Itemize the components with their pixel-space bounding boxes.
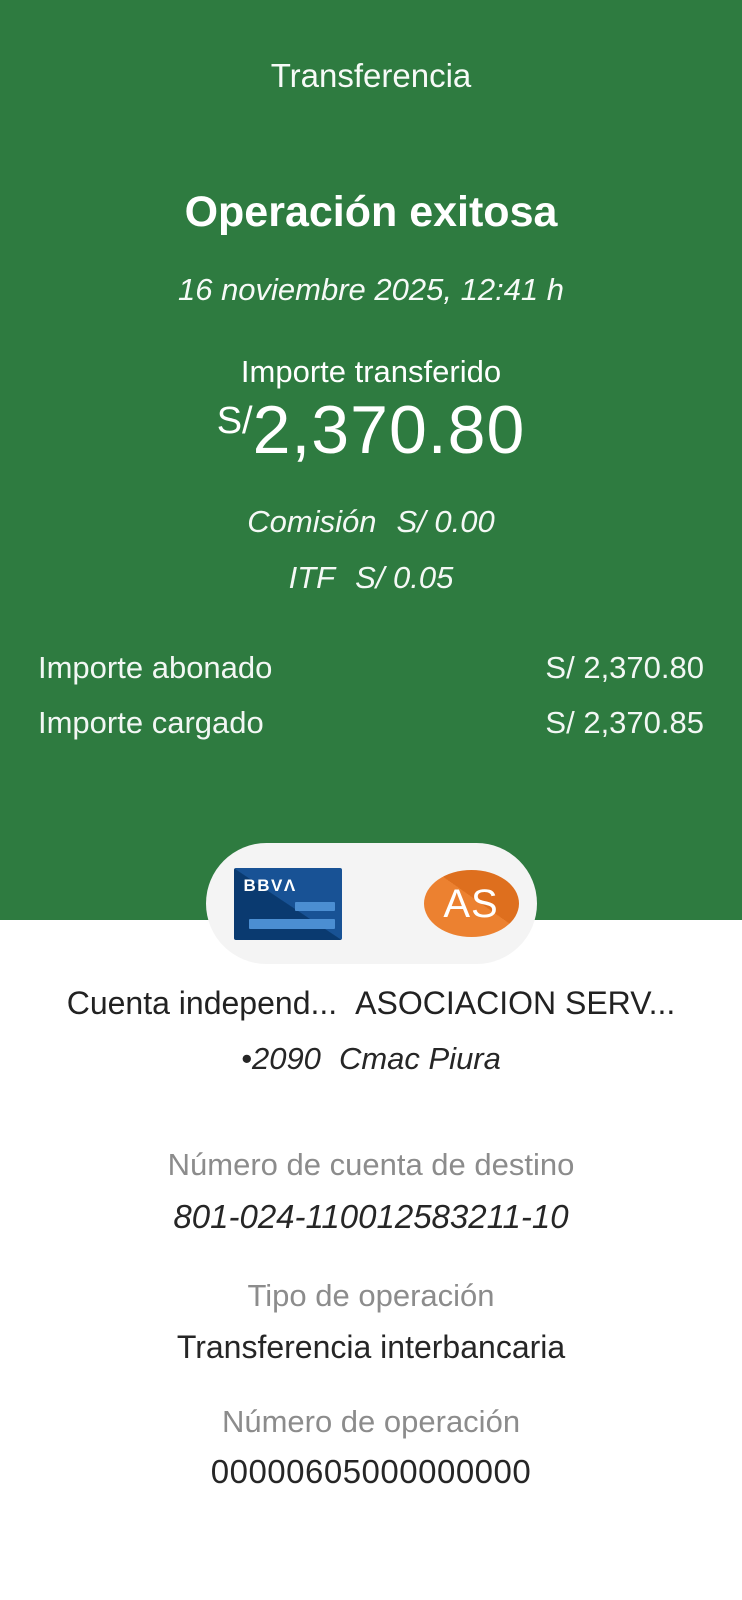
charged-amount-row: Importe cargado S/ 2,370.85 xyxy=(38,705,704,741)
operation-type-label: Tipo de operación xyxy=(247,1278,495,1313)
destination-name: ASOCIACION SERV... xyxy=(355,985,676,1021)
origin-account-name: Cuenta independ... xyxy=(66,985,338,1021)
destination-account-label: Número de cuenta de destino xyxy=(167,1147,575,1182)
success-header: Transferencia Operación exitosa 16 novie… xyxy=(0,0,742,964)
account-names-row: Cuenta independ... ASOCIACION SERV... xyxy=(0,920,742,1022)
operation-type-value: Transferencia interbancaria xyxy=(176,1329,566,1365)
credited-amount-label: Importe abonado xyxy=(38,650,273,685)
detail-operation-type: Tipo de operación Transferencia interban… xyxy=(0,1278,742,1366)
recipient-avatar: AS xyxy=(423,870,519,937)
status-heading: Operación exitosa xyxy=(184,188,558,236)
operation-number-label: Número de operación xyxy=(221,1404,521,1439)
charged-amount-label: Importe cargado xyxy=(38,705,264,740)
card-stripe-long xyxy=(248,918,335,929)
credited-amount-value: S/ 2,370.80 xyxy=(545,650,704,685)
itf-line: ITF S/ 0.05 xyxy=(0,560,742,596)
bbva-card-icon: BBVΛ xyxy=(233,867,342,940)
recipient-initials: AS xyxy=(443,881,499,926)
amount-value: 2,370.80 xyxy=(252,392,526,468)
operation-number-value: 00000605000000000 xyxy=(210,1453,532,1490)
amount-summary: Importe abonado S/ 2,370.80 Importe carg… xyxy=(38,650,704,741)
accounts-pill: BBVΛ AS xyxy=(205,843,537,964)
card-stripe-short xyxy=(294,901,335,911)
itf-label: ITF xyxy=(288,560,336,595)
destination-bank-name: Cmac Piura xyxy=(338,1041,501,1076)
transferred-amount: S/ 2,370.80 xyxy=(0,392,742,468)
commission-value: S/ 0.00 xyxy=(396,504,495,539)
bbva-logo: BBVΛ xyxy=(243,875,297,895)
transferred-amount-label: Importe transferido xyxy=(240,354,502,389)
charged-amount-value: S/ 2,370.85 xyxy=(545,705,704,740)
page-title: Transferencia xyxy=(270,57,472,94)
itf-value: S/ 0.05 xyxy=(355,560,454,595)
destination-account-value: 801-024-110012583211-10 xyxy=(173,1198,569,1235)
account-last-digits: •2090 xyxy=(241,1041,321,1076)
detail-operation-number: Número de operación 00000605000000000 xyxy=(0,1404,742,1491)
account-subinfo-row: •2090 Cmac Piura xyxy=(0,1041,742,1077)
credited-amount-row: Importe abonado S/ 2,370.80 xyxy=(38,650,704,686)
receipt-details: Cuenta independ... ASOCIACION SERV... •2… xyxy=(0,920,742,1491)
commission-label: Comisión xyxy=(247,504,377,539)
operation-datetime: 16 noviembre 2025, 12:41 h xyxy=(177,272,565,307)
currency-symbol: S/ xyxy=(216,400,253,442)
detail-destination-account: Número de cuenta de destino 801-024-1100… xyxy=(0,1147,742,1236)
commission-line: Comisión S/ 0.00 xyxy=(0,504,742,540)
